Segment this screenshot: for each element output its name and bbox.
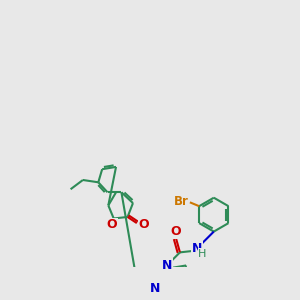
Text: O: O — [138, 218, 149, 231]
Text: N: N — [192, 242, 202, 255]
Text: Br: Br — [174, 195, 189, 208]
Text: H: H — [198, 249, 206, 259]
Text: N: N — [162, 259, 172, 272]
Text: O: O — [170, 225, 181, 238]
Text: N: N — [150, 282, 160, 295]
Text: O: O — [107, 218, 118, 231]
